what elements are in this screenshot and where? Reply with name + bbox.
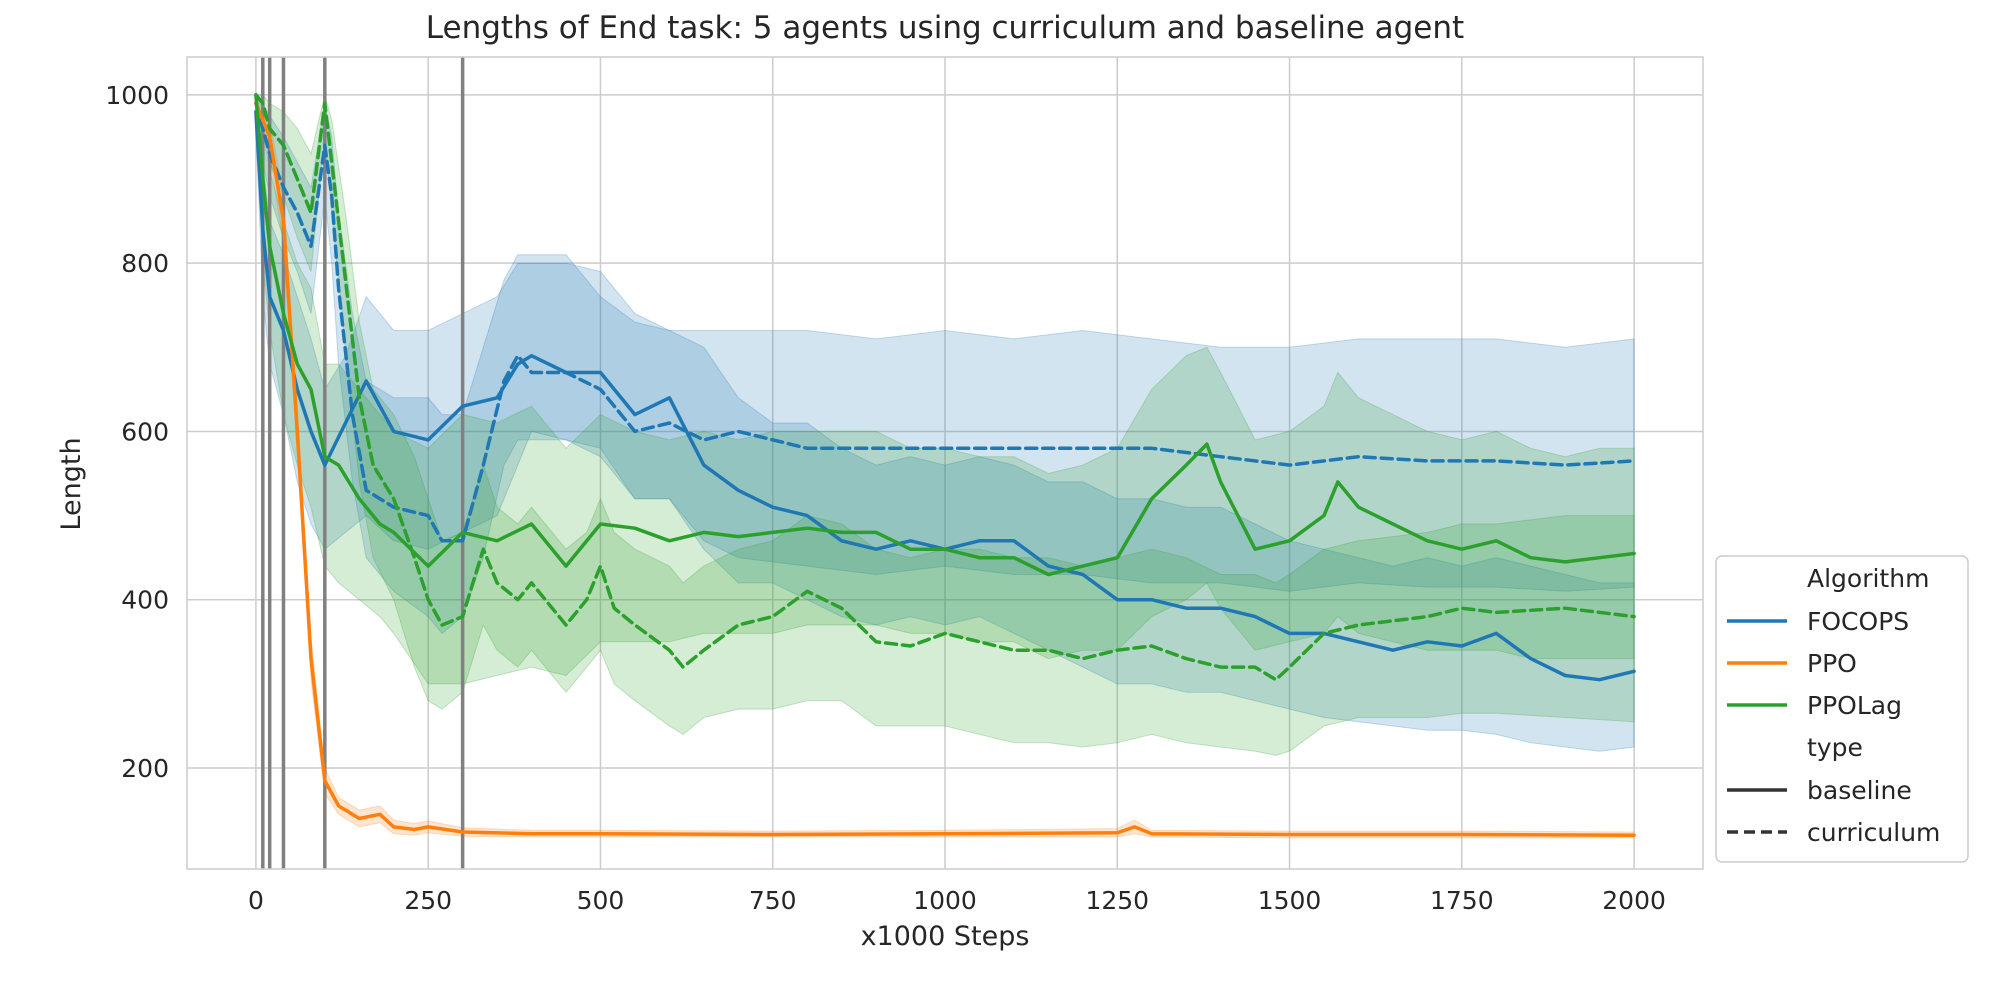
- band-ppolag-baseline: [255, 94, 1635, 685]
- x-tick-label: 500: [577, 886, 625, 915]
- y-tick-label: 600: [121, 417, 169, 446]
- legend-label-ppolag: PPOLag: [1807, 691, 1902, 720]
- line-ppolag-curriculum: [254, 93, 1636, 682]
- legend-title-type: type: [1807, 733, 1863, 762]
- legend-label-baseline: baseline: [1807, 776, 1912, 805]
- x-tick-label: 1250: [1085, 886, 1149, 915]
- x-axis-label: x1000 Steps: [861, 921, 1030, 952]
- y-tick-label: 800: [121, 249, 169, 278]
- legend: Algorithm FOCOPS PPO PPOLag type baselin…: [1715, 555, 1969, 863]
- legend-label-focops: FOCOPS: [1807, 607, 1909, 636]
- x-tick-label: 1750: [1430, 886, 1494, 915]
- legend-title-algorithm: Algorithm: [1807, 564, 1929, 593]
- chart-title: Lengths of End task: 5 agents using curr…: [426, 10, 1464, 46]
- band-ppo-baseline: [255, 94, 1635, 839]
- x-tick-label: 0: [248, 886, 264, 915]
- y-tick-label: 400: [121, 586, 169, 615]
- x-tick-label: 750: [749, 886, 797, 915]
- line-ppo-baseline: [254, 101, 1636, 838]
- legend-box: [1715, 555, 1969, 863]
- plot-frame: [186, 56, 1704, 870]
- band-focops-curriculum: [255, 93, 1635, 635]
- x-tick-label: 1500: [1258, 886, 1322, 915]
- line-ppolag-baseline: [254, 93, 1636, 577]
- band-ppolag-curriculum: [255, 94, 1635, 756]
- x-tick-label: 2000: [1602, 886, 1666, 915]
- series-lines: [254, 93, 1636, 838]
- y-tick-label: 200: [121, 754, 169, 783]
- y-tick-label: 1000: [105, 81, 169, 110]
- x-tick-label: 250: [404, 886, 452, 915]
- line-focops-curriculum: [254, 101, 1636, 543]
- legend-label-ppo: PPO: [1807, 649, 1857, 678]
- x-tick-label: 1000: [913, 886, 977, 915]
- band-focops-baseline: [255, 94, 1635, 752]
- y-axis-ticks: 200 400 600 800 1000: [105, 81, 169, 783]
- confidence-bands: [255, 93, 1635, 839]
- x-axis-ticks: 0 250 500 750 1000 1250 1500 1750 2000: [248, 886, 1666, 915]
- grid: [187, 57, 1703, 869]
- y-axis-label: Length: [56, 437, 87, 530]
- legend-label-curriculum: curriculum: [1807, 818, 1940, 847]
